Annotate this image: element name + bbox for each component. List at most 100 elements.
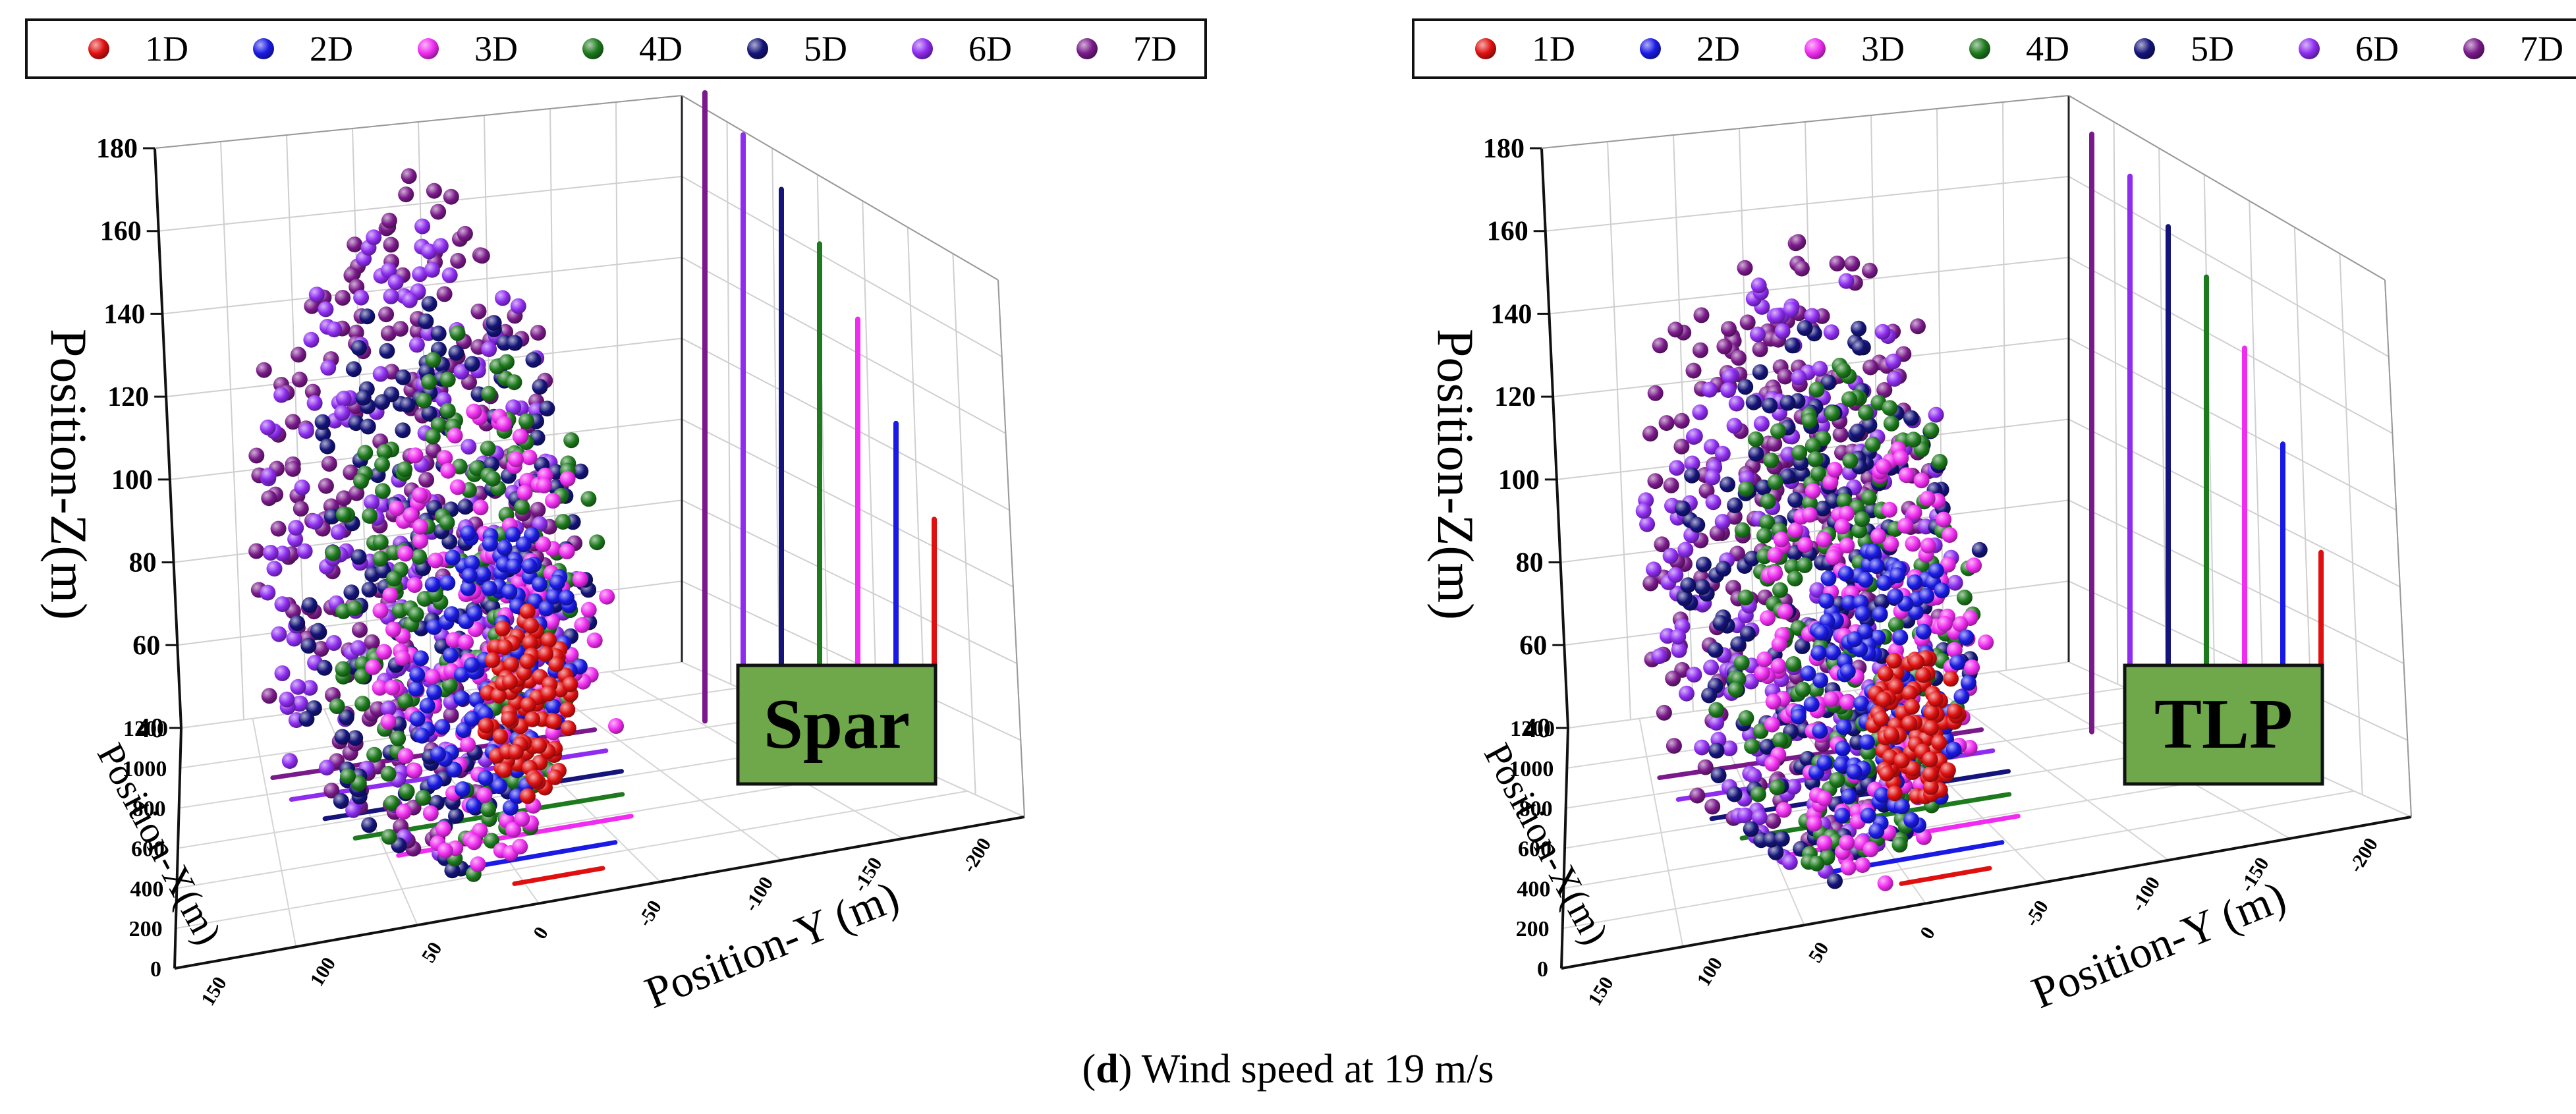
scatter-point-5D [1744,550,1760,567]
scatter-point-5D [1743,821,1759,837]
scatter-point-5D [1745,394,1762,410]
scatter-point-5D [1707,642,1723,658]
x-tick-label: 800 [1519,797,1553,822]
scatter-point-2D [549,574,565,591]
scatter-point-6D [1722,740,1738,756]
scatter-point-1D [1922,766,1938,783]
scatter-point-1D [1922,779,1939,795]
scatter-point-3D [580,601,597,618]
scatter-point-5D [1874,594,1890,610]
scatter-point-6D [335,391,352,407]
scatter-point-2D [502,800,518,816]
scatter-point-6D [290,679,306,695]
scatter-point-6D [532,516,548,532]
scatter-point-2D [521,558,538,574]
scatter-point-7D [348,324,364,341]
scatter-point-3D [403,507,419,523]
scatter-point-7D [1689,787,1706,804]
scatter-point-7D [1829,256,1845,271]
scatter-point-3D [1839,538,1855,554]
scatter-point-4D [439,372,456,388]
scatter-point-7D [1697,759,1714,775]
scatter-point-7D [1642,426,1658,442]
scatter-point-3D [1919,490,1936,507]
scatter-point-5D [1774,831,1790,847]
scatter-point-2D [481,580,497,597]
scatter-point-5D [1680,577,1696,594]
legend-marker-1D [1475,38,1496,59]
scatter-point-2D [1820,571,1837,587]
scatter-point-4D [381,829,397,845]
scatter-point-3D [512,428,528,445]
scatter-point-7D [1665,670,1681,686]
scatter-point-7D [1693,342,1708,358]
wall-projections [2089,131,2324,755]
scatter-point-3D [496,416,513,432]
scatter-point-2D [1907,574,1923,590]
scatter-point-6D [481,341,497,358]
scatter-point-2D [1800,665,1816,682]
scatter-point-2D [1876,575,1893,591]
scatter-point-2D [505,526,521,543]
scatter-point-1D [497,639,513,655]
scatter-point-4D [1756,528,1773,544]
scatter-point-7D [392,321,408,337]
scatter-point-7D [1658,415,1675,432]
scatter-point-1D [502,673,518,690]
scatter-point-2D [446,762,462,778]
scatter-point-7D [381,212,397,229]
scatter-point-4D [480,801,497,818]
scatter-point-3D [1823,691,1839,708]
legend-label-2D: 2D [1696,29,1740,69]
scatter-point-2D [414,727,430,744]
scatter-point-1D [541,632,557,648]
scatter-point-4D [439,403,456,419]
scatter-point-4D [449,325,466,341]
legend-label-6D: 6D [968,29,1012,69]
z-tick-label: 40 [136,713,164,744]
scatter-point-4D [366,746,383,763]
scatter-point-3D [517,484,533,501]
x-axis-line [173,727,182,969]
scatter-point-3D [435,821,452,837]
scatter-point-4D [1727,681,1744,698]
scatter-point-3D [1776,802,1792,818]
floor-gridline [1638,718,1684,947]
scatter-point-6D [345,802,362,818]
scatter-point-7D [261,490,277,507]
scatter-point-2D [1860,808,1876,823]
z-tick-label: 160 [1487,217,1528,247]
scatter-point-4D [408,606,424,623]
legend-marker-7D [1077,38,1098,59]
legend-label-1D: 1D [1532,29,1575,69]
scatter-point-3D [1834,518,1851,535]
scatter-point-2D [501,584,518,599]
right-edge [997,279,1025,818]
scatter-point-3D [476,787,493,803]
scatter-point-4D [329,698,345,714]
scatter-point-6D [1947,574,1963,591]
scatter-point-4D [1888,617,1904,633]
z-tick-label: 120 [107,382,149,412]
scatter-point-1D [562,676,578,692]
scatter-point-2D [1893,798,1910,815]
scatter-point-6D [353,289,370,306]
scatter-point-6D [387,274,404,291]
scatter-point-2D [1946,741,1962,758]
scatter-point-1D [560,720,576,737]
scatter-point-7D [457,225,473,242]
scatter-point-2D [1812,723,1828,739]
scatter-point-2D [466,605,483,622]
scatter-point-2D [424,576,441,593]
scatter-point-4D [1805,437,1821,454]
scatter-point-2D [427,774,443,791]
scatter-point-6D [325,635,342,651]
scatter-point-5D [525,352,542,368]
z-tick-label: 100 [1498,465,1540,495]
scatter-point-5D [1762,397,1778,414]
scatter-point-6D [1838,273,1855,289]
scatter-point-6D [380,700,397,717]
legend-label-7D: 7D [1133,29,1177,69]
scatter-point-3D [1936,511,1952,528]
scatter-point-3D [412,533,428,549]
